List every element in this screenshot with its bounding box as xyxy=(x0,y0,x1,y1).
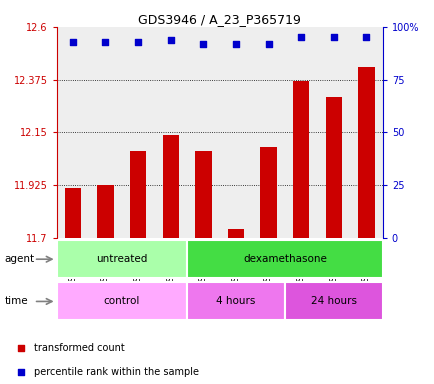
Text: percentile rank within the sample: percentile rank within the sample xyxy=(34,366,199,377)
Bar xyxy=(284,283,382,320)
Point xyxy=(69,38,76,45)
Text: transformed count: transformed count xyxy=(34,343,125,353)
Point xyxy=(297,34,304,40)
Text: agent: agent xyxy=(4,254,34,264)
Point xyxy=(167,36,174,43)
Point xyxy=(102,38,108,45)
Title: GDS3946 / A_23_P365719: GDS3946 / A_23_P365719 xyxy=(138,13,300,26)
Bar xyxy=(97,185,113,238)
Bar xyxy=(65,188,81,238)
Bar xyxy=(293,81,309,238)
Bar xyxy=(195,151,211,238)
Bar xyxy=(130,151,146,238)
Point xyxy=(135,38,141,45)
Bar xyxy=(187,240,382,278)
Text: untreated: untreated xyxy=(96,254,147,264)
Text: control: control xyxy=(103,296,140,306)
Bar xyxy=(56,240,187,278)
Text: time: time xyxy=(4,296,28,306)
Bar xyxy=(260,147,276,238)
Bar xyxy=(325,97,341,238)
Point xyxy=(199,41,207,47)
Bar xyxy=(162,135,178,238)
Bar xyxy=(227,229,243,238)
Point xyxy=(362,34,369,40)
Bar xyxy=(56,283,187,320)
Text: 24 hours: 24 hours xyxy=(310,296,356,306)
Bar xyxy=(187,283,284,320)
Point xyxy=(232,41,239,47)
Text: 4 hours: 4 hours xyxy=(216,296,255,306)
Text: dexamethasone: dexamethasone xyxy=(243,254,326,264)
Bar xyxy=(358,67,374,238)
Point xyxy=(18,345,25,351)
Point xyxy=(18,369,25,375)
Point xyxy=(330,34,337,40)
Point xyxy=(265,41,272,47)
